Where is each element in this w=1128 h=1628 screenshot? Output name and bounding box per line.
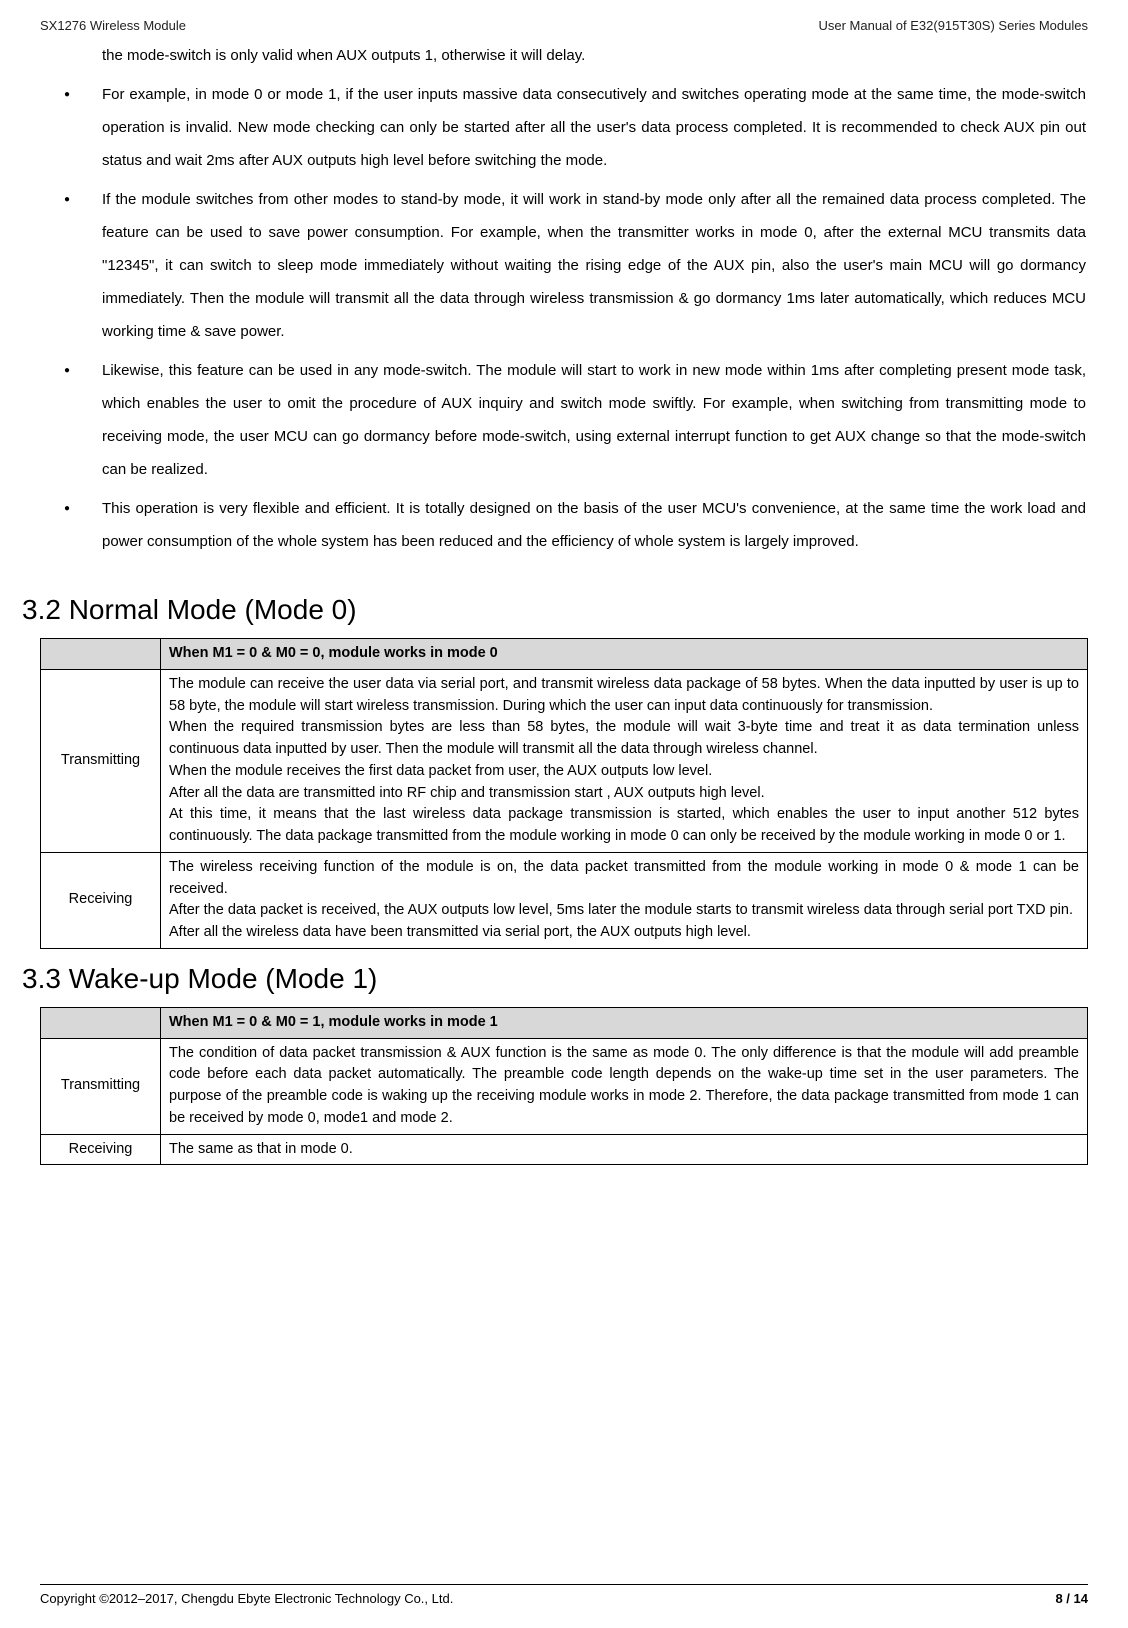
- footer-page: 8 / 14: [1055, 1591, 1088, 1606]
- page-footer: Copyright ©2012–2017, Chengdu Ebyte Elec…: [40, 1584, 1088, 1606]
- row-label: Transmitting: [41, 669, 161, 852]
- row-desc: The same as that in mode 0.: [161, 1134, 1088, 1165]
- header-right: User Manual of E32(915T30S) Series Modul…: [818, 18, 1088, 33]
- bullet-list: the mode-switch is only valid when AUX o…: [40, 39, 1088, 558]
- table-header-text: When M1 = 0 & M0 = 0, module works in mo…: [161, 639, 1088, 670]
- bullet-item: For example, in mode 0 or mode 1, if the…: [102, 78, 1086, 177]
- row-desc: The condition of data packet transmissio…: [161, 1038, 1088, 1134]
- table-row: When M1 = 0 & M0 = 0, module works in mo…: [41, 639, 1088, 670]
- table-row: Receiving The wireless receiving functio…: [41, 852, 1088, 948]
- row-desc: The wireless receiving function of the m…: [161, 852, 1088, 948]
- table-header-text: When M1 = 0 & M0 = 1, module works in mo…: [161, 1007, 1088, 1038]
- mode1-table: When M1 = 0 & M0 = 1, module works in mo…: [40, 1007, 1088, 1166]
- table-header-empty: [41, 639, 161, 670]
- section-3-3-title: 3.3 Wake-up Mode (Mode 1): [22, 963, 1088, 995]
- table-row: Transmitting The module can receive the …: [41, 669, 1088, 852]
- table-row: Receiving The same as that in mode 0.: [41, 1134, 1088, 1165]
- table-header-empty: [41, 1007, 161, 1038]
- continuation-text: the mode-switch is only valid when AUX o…: [102, 39, 1086, 72]
- page-sep: /: [1063, 1591, 1074, 1606]
- bullet-item: This operation is very flexible and effi…: [102, 492, 1086, 558]
- row-label: Receiving: [41, 852, 161, 948]
- page-total: 14: [1074, 1591, 1088, 1606]
- table-row: Transmitting The condition of data packe…: [41, 1038, 1088, 1134]
- row-label: Receiving: [41, 1134, 161, 1165]
- table-row: When M1 = 0 & M0 = 1, module works in mo…: [41, 1007, 1088, 1038]
- bullet-item: Likewise, this feature can be used in an…: [102, 354, 1086, 486]
- page-header: SX1276 Wireless Module User Manual of E3…: [40, 18, 1088, 33]
- row-label: Transmitting: [41, 1038, 161, 1134]
- header-left: SX1276 Wireless Module: [40, 18, 186, 33]
- row-desc: The module can receive the user data via…: [161, 669, 1088, 852]
- section-3-2-title: 3.2 Normal Mode (Mode 0): [22, 594, 1088, 626]
- mode0-table: When M1 = 0 & M0 = 0, module works in mo…: [40, 638, 1088, 949]
- bullet-item: If the module switches from other modes …: [102, 183, 1086, 348]
- page-current: 8: [1055, 1591, 1062, 1606]
- footer-copyright: Copyright ©2012–2017, Chengdu Ebyte Elec…: [40, 1591, 453, 1606]
